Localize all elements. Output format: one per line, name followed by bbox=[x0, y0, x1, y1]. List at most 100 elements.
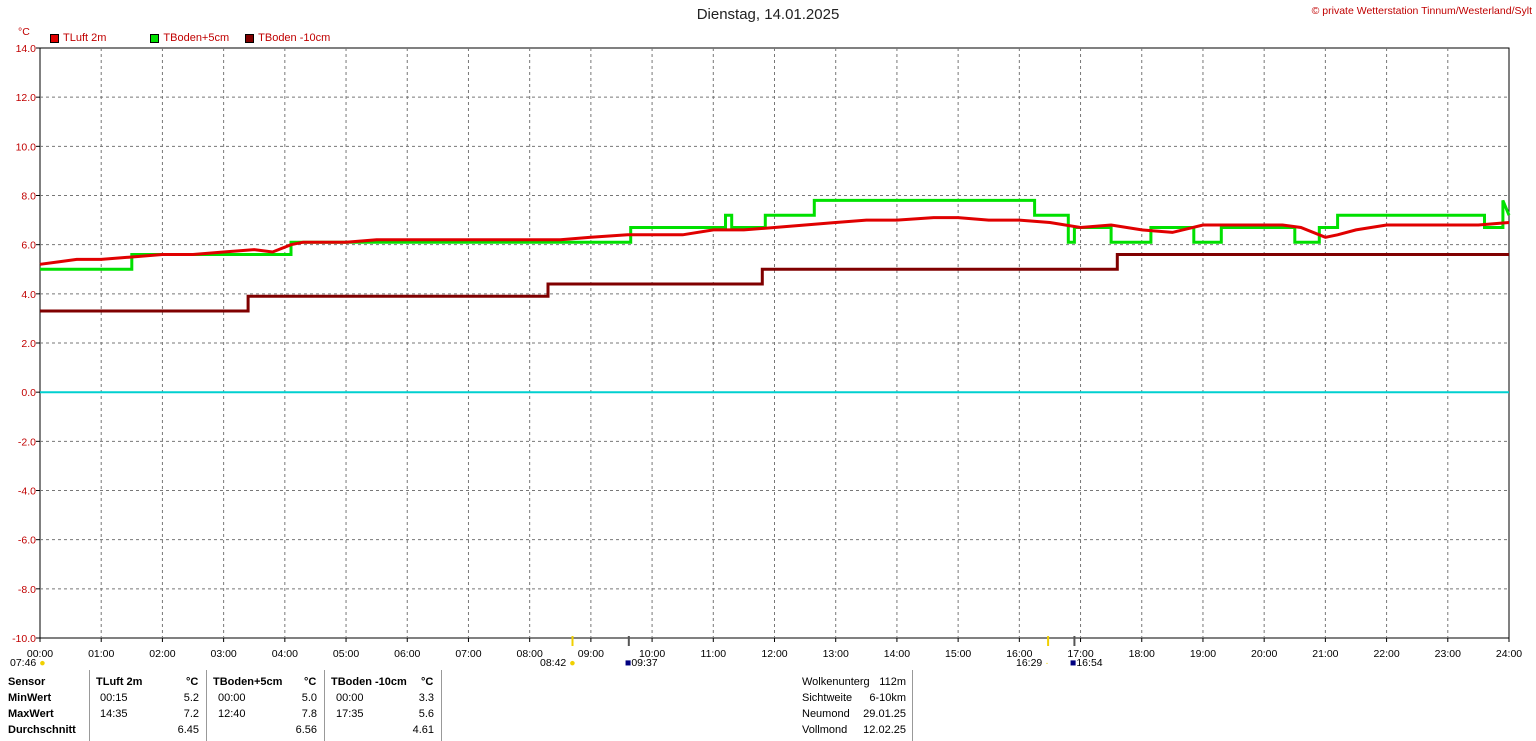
stats-cell-v3: 5.6 bbox=[418, 708, 434, 720]
x-tick-label: 06:00 bbox=[394, 648, 420, 660]
moon-icon: ■ bbox=[1070, 657, 1077, 669]
legend-item-tboden5: TBoden+5cm bbox=[150, 32, 229, 44]
moon-icon: ■ bbox=[625, 657, 632, 669]
moon-rise-time: ■09:37 bbox=[625, 657, 658, 669]
x-tick-label: 05:00 bbox=[333, 648, 359, 660]
stats-cell-v2: 6.56 bbox=[295, 724, 317, 736]
x-tick-label: 12:00 bbox=[761, 648, 787, 660]
stats-cell-t1: 00:15 bbox=[100, 692, 128, 704]
y-tick-label: 2.0 bbox=[21, 338, 36, 350]
extra-label: Vollmond bbox=[802, 724, 848, 736]
tluft-2m-line bbox=[39, 216, 1510, 266]
stats-cell-label: MinWert bbox=[8, 692, 52, 704]
x-tick-label: 21:00 bbox=[1312, 648, 1338, 660]
x-tick-label: 07:00 bbox=[455, 648, 481, 660]
y-tick-label: 12.0 bbox=[16, 92, 37, 104]
x-tick-label: 10:00 bbox=[639, 648, 665, 660]
stats-cell-v1: 5.2 bbox=[183, 692, 199, 704]
stats-header-unit2: °C bbox=[304, 676, 317, 688]
stats-cell-t3: 17:35 bbox=[336, 708, 364, 720]
sunset-time: 16:29 · bbox=[1016, 657, 1049, 669]
x-tick-label: 24:00 bbox=[1496, 648, 1522, 660]
stats-header-tboden10: TBoden -10cm bbox=[331, 676, 407, 688]
table-divider bbox=[441, 670, 442, 741]
x-tick-label: 00:00 bbox=[27, 648, 53, 660]
extra-value: 29.01.25 bbox=[863, 708, 906, 720]
civil-rise-label: 08:42 bbox=[540, 657, 567, 669]
stats-cell-v1: 6.45 bbox=[177, 724, 199, 736]
stats-header-tboden5: TBoden+5cm bbox=[213, 676, 283, 688]
y-tick-label: -8.0 bbox=[18, 584, 36, 596]
y-tick-label: 10.0 bbox=[16, 141, 37, 153]
table-divider bbox=[324, 670, 325, 741]
y-tick-label: 6.0 bbox=[21, 240, 36, 252]
legend-swatch-tboden5 bbox=[150, 33, 160, 43]
legend-label-tluft: TLuft 2m bbox=[63, 32, 107, 44]
stats-header-unit3: °C bbox=[421, 676, 434, 688]
legend-swatch-tluft bbox=[50, 33, 59, 43]
extra-value: 12.02.25 bbox=[863, 724, 906, 736]
stats-header-unit1: °C bbox=[186, 676, 199, 688]
civil-rise-time: 08:42 ● bbox=[540, 657, 576, 669]
x-tick-label: 20:00 bbox=[1251, 648, 1277, 660]
stats-cell-label: Durchschnitt bbox=[8, 724, 76, 736]
x-tick-label: 04:00 bbox=[272, 648, 298, 660]
table-divider bbox=[89, 670, 90, 741]
extra-value: 112m bbox=[879, 676, 906, 688]
sunrise-label: 07:46 bbox=[10, 657, 37, 669]
stats-cell-t3: 00:00 bbox=[336, 692, 364, 704]
table-divider bbox=[912, 670, 913, 741]
stats-cell-t2: 00:00 bbox=[218, 692, 246, 704]
stats-cell-t2: 12:40 bbox=[218, 708, 246, 720]
y-tick-label: -2.0 bbox=[18, 436, 36, 448]
legend-item-tboden10: TBoden -10cm bbox=[245, 32, 330, 44]
stats-cell-v2: 7.8 bbox=[301, 708, 317, 720]
sunrise-time: 07:46 ● bbox=[10, 657, 46, 669]
extra-value: 6-10km bbox=[869, 692, 906, 704]
extra-label: Neumond bbox=[802, 708, 850, 720]
table-divider bbox=[206, 670, 207, 741]
x-tick-label: 19:00 bbox=[1190, 648, 1216, 660]
y-tick-label: -6.0 bbox=[18, 535, 36, 547]
x-tick-label: 15:00 bbox=[945, 648, 971, 660]
y-tick-label: 0.0 bbox=[21, 387, 36, 399]
legend-item-tluft: TLuft 2m bbox=[50, 32, 106, 44]
chart-title: Dienstag, 14.01.2025 bbox=[696, 6, 840, 23]
x-tick-label: 13:00 bbox=[823, 648, 849, 660]
stats-cell-label: MaxWert bbox=[8, 708, 54, 720]
legend-label-tboden10: TBoden -10cm bbox=[258, 32, 331, 44]
sun-icon: ● bbox=[569, 657, 576, 669]
civil-set-label: 16:54 bbox=[1076, 657, 1103, 669]
moon-rise-label: 09:37 bbox=[631, 657, 658, 669]
x-tick-label: 14:00 bbox=[884, 648, 910, 660]
x-tick-label: 18:00 bbox=[1129, 648, 1155, 660]
y-tick-label: -4.0 bbox=[18, 486, 36, 498]
stats-cell-v1: 7.2 bbox=[183, 708, 199, 720]
x-tick-label: 22:00 bbox=[1373, 648, 1399, 660]
extra-label: Wolkenunterg bbox=[802, 676, 870, 688]
tboden-10cm-line bbox=[40, 253, 1509, 313]
stats-header-tluft: TLuft 2m bbox=[96, 676, 143, 688]
legend: TLuft 2m TBoden+5cm TBoden -10cm bbox=[50, 32, 344, 44]
x-tick-label: 16:00 bbox=[1006, 648, 1032, 660]
x-tick-label: 01:00 bbox=[88, 648, 114, 660]
station-credit: © private Wetterstation Tinnum/Westerlan… bbox=[1311, 5, 1532, 17]
x-tick-label: 09:00 bbox=[578, 648, 604, 660]
sunset-label: 16:29 bbox=[1016, 657, 1043, 669]
y-tick-label: 8.0 bbox=[21, 191, 36, 203]
stats-header-sensor: Sensor bbox=[8, 676, 46, 688]
stats-cell-v2: 5.0 bbox=[301, 692, 317, 704]
temperature-chart: 14.0 12.0 10.0 8.0 6.0 4.0 2.0 0.0 -2.0 -4.0 -6.0 -… bbox=[12, 43, 1522, 660]
sun-icon: · bbox=[1045, 657, 1049, 669]
x-tick-label: 17:00 bbox=[1067, 648, 1093, 660]
civil-set-time: ■16:54 bbox=[1070, 657, 1103, 669]
x-tick-label: 08:00 bbox=[517, 648, 543, 660]
x-tick-label: 11:00 bbox=[701, 648, 727, 660]
stats-cell-v3: 3.3 bbox=[418, 692, 434, 704]
y-tick-label: 14.0 bbox=[16, 43, 37, 55]
stats-cell-v3: 4.61 bbox=[412, 724, 434, 736]
extra-label: Sichtweite bbox=[802, 692, 853, 704]
legend-label-tboden5: TBoden+5cm bbox=[163, 32, 230, 44]
sun-icon: ● bbox=[39, 657, 46, 669]
stats-cell-t1: 14:35 bbox=[100, 708, 128, 720]
